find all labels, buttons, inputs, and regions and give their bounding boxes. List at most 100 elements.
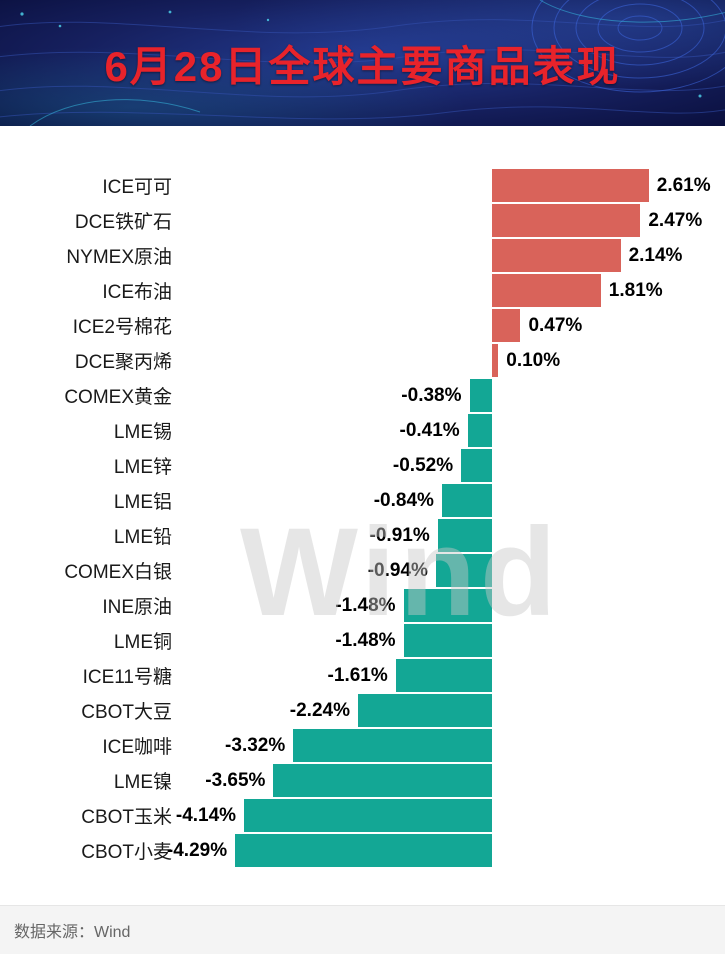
chart-row: CBOT大豆 -2.24% bbox=[0, 693, 725, 728]
bar bbox=[492, 169, 649, 202]
category-label: ICE咖啡 bbox=[102, 737, 172, 758]
value-label: -0.91% bbox=[369, 524, 430, 546]
bar bbox=[273, 764, 493, 797]
chart-row: ICE咖啡 -3.32% bbox=[0, 728, 725, 763]
bar-zone: -1.61% bbox=[180, 658, 725, 693]
chart-row: ICE布油 1.81% bbox=[0, 273, 725, 308]
chart-row: ICE11号糖 -1.61% bbox=[0, 658, 725, 693]
chart-row: LME锡 -0.41% bbox=[0, 413, 725, 448]
bar-zone: 2.61% bbox=[180, 168, 725, 203]
bar-zone: 0.47% bbox=[180, 308, 725, 343]
chart-row: LME铜 -1.48% bbox=[0, 623, 725, 658]
bar-zone: 1.81% bbox=[180, 273, 725, 308]
chart-row: LME镍 -3.65% bbox=[0, 763, 725, 798]
value-label: -0.41% bbox=[399, 419, 460, 441]
bar bbox=[244, 799, 493, 832]
bar-zone: -4.29% bbox=[167, 833, 725, 868]
chart-row: CBOT小麦 -4.29% bbox=[0, 833, 725, 868]
value-label: -0.94% bbox=[367, 559, 428, 581]
header: 6月28日全球主要商品表现 bbox=[0, 0, 725, 126]
category-label: ICE布油 bbox=[102, 282, 172, 303]
value-label: -0.38% bbox=[401, 384, 462, 406]
value-label: -2.24% bbox=[289, 699, 350, 721]
value-label: -1.48% bbox=[335, 594, 396, 616]
bar bbox=[403, 624, 493, 657]
bar-chart: Wind ICE可可 2.61% DCE铁矿石 2.47% NYMEX原油 2.… bbox=[0, 126, 725, 905]
category-label: ICE11号糖 bbox=[82, 667, 172, 688]
chart-row: INE原油 -1.48% bbox=[0, 588, 725, 623]
chart-row: DCE铁矿石 2.47% bbox=[0, 203, 725, 238]
bar bbox=[467, 414, 493, 447]
bar bbox=[357, 694, 493, 727]
category-label: CBOT玉米 bbox=[81, 807, 172, 828]
bar bbox=[235, 834, 493, 867]
category-label: CBOT大豆 bbox=[81, 702, 172, 723]
chart-row: ICE可可 2.61% bbox=[0, 168, 725, 203]
value-label: 2.61% bbox=[656, 174, 711, 196]
value-label: 0.47% bbox=[528, 314, 583, 336]
value-label: 2.14% bbox=[628, 244, 683, 266]
value-label: -1.48% bbox=[335, 629, 396, 651]
chart-row: CBOT玉米 -4.14% bbox=[0, 798, 725, 833]
bar-zone: -4.14% bbox=[176, 798, 725, 833]
category-label: LME铝 bbox=[113, 492, 172, 513]
category-label: INE原油 bbox=[102, 597, 172, 618]
chart-rows: ICE可可 2.61% DCE铁矿石 2.47% NYMEX原油 2.14% I… bbox=[0, 168, 725, 868]
bar bbox=[492, 274, 601, 307]
bar-zone: -0.94% bbox=[180, 553, 725, 588]
category-label: NYMEX原油 bbox=[66, 247, 172, 268]
bar bbox=[492, 239, 621, 272]
category-label: COMEX白银 bbox=[64, 562, 172, 583]
bar-zone: -1.48% bbox=[180, 623, 725, 658]
bar-zone: -0.38% bbox=[180, 378, 725, 413]
bar-zone: -1.48% bbox=[180, 588, 725, 623]
bar bbox=[403, 589, 493, 622]
bar bbox=[492, 344, 499, 377]
category-label: LME铅 bbox=[113, 527, 172, 548]
value-label: -3.32% bbox=[225, 734, 286, 756]
bar-zone: 2.14% bbox=[180, 238, 725, 273]
bar-zone: -0.91% bbox=[180, 518, 725, 553]
category-label: LME锌 bbox=[113, 457, 172, 478]
chart-row: LME锌 -0.52% bbox=[0, 448, 725, 483]
value-label: -0.84% bbox=[373, 489, 434, 511]
page-title: 6月28日全球主要商品表现 bbox=[104, 42, 621, 90]
chart-row: COMEX黄金 -0.38% bbox=[0, 378, 725, 413]
chart-row: NYMEX原油 2.14% bbox=[0, 238, 725, 273]
category-label: DCE铁矿石 bbox=[74, 212, 172, 233]
chart-row: LME铅 -0.91% bbox=[0, 518, 725, 553]
category-label: ICE2号棉花 bbox=[72, 317, 172, 338]
bar-zone: -2.24% bbox=[180, 693, 725, 728]
value-label: -3.65% bbox=[205, 769, 266, 791]
bar-zone: -3.65% bbox=[180, 763, 725, 798]
category-label: LME镍 bbox=[113, 772, 172, 793]
bar bbox=[395, 659, 493, 692]
bar bbox=[461, 449, 493, 482]
category-label: DCE聚丙烯 bbox=[74, 352, 172, 373]
bar bbox=[293, 729, 493, 762]
category-label: LME铜 bbox=[113, 632, 172, 653]
value-label: -1.61% bbox=[327, 664, 388, 686]
chart-row: COMEX白银 -0.94% bbox=[0, 553, 725, 588]
data-source-label: 数据来源：Wind bbox=[14, 924, 131, 941]
bar-zone: -3.32% bbox=[180, 728, 725, 763]
value-label: -4.29% bbox=[166, 839, 228, 861]
bar bbox=[437, 519, 493, 552]
bar bbox=[492, 309, 521, 342]
bar bbox=[435, 554, 493, 587]
value-label: 2.47% bbox=[648, 209, 703, 231]
footer: 数据来源：Wind bbox=[0, 905, 725, 954]
bar bbox=[492, 204, 641, 237]
value-label: -4.14% bbox=[175, 804, 237, 826]
bar-zone: 0.10% bbox=[180, 343, 725, 378]
category-label: CBOT小麦 bbox=[81, 842, 172, 863]
category-label: LME锡 bbox=[113, 422, 172, 443]
category-label: ICE可可 bbox=[102, 177, 172, 198]
value-label: 0.10% bbox=[506, 349, 561, 371]
bar-zone: -0.41% bbox=[180, 413, 725, 448]
topographic-lines-decoration bbox=[0, 0, 725, 126]
bar bbox=[469, 379, 493, 412]
bar-zone: -0.52% bbox=[180, 448, 725, 483]
chart-row: ICE2号棉花 0.47% bbox=[0, 308, 725, 343]
